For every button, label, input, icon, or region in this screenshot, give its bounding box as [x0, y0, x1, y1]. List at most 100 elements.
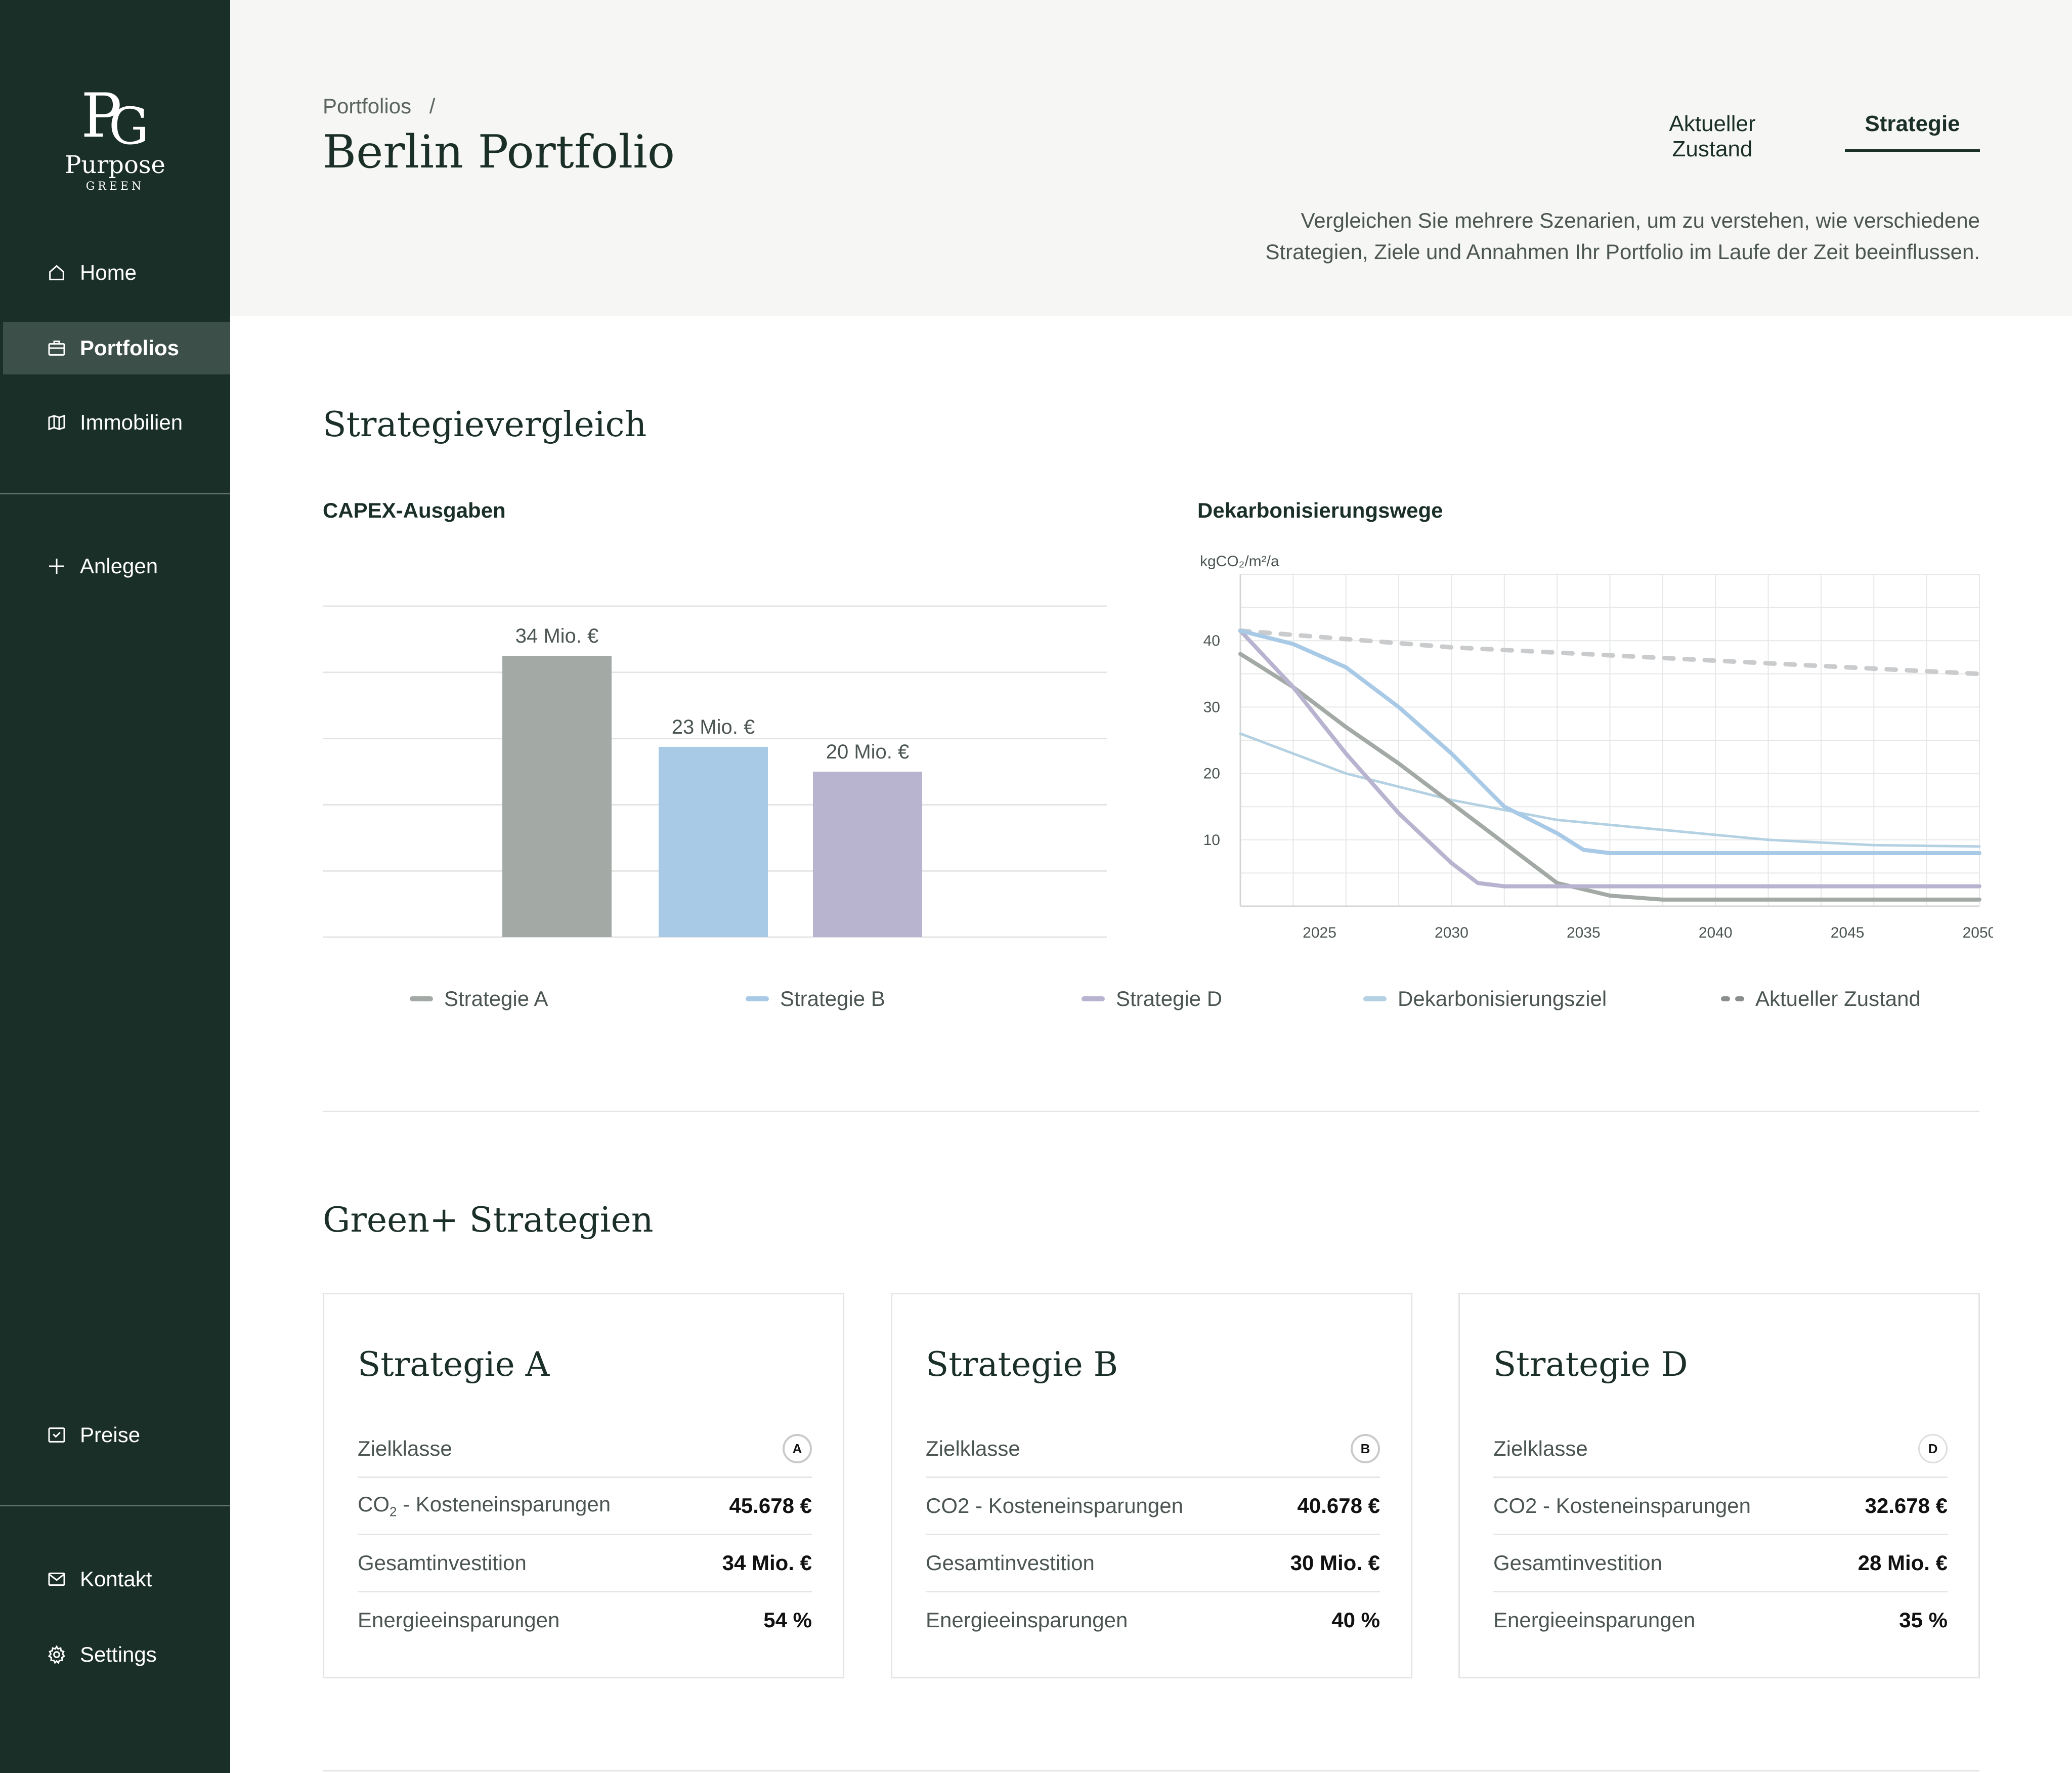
x-tick-label: 2050 — [1963, 924, 1993, 941]
zielklasse-badge: B — [1351, 1434, 1380, 1463]
sidebar-divider — [0, 1505, 230, 1506]
logo-subtitle: GREEN — [85, 180, 145, 193]
y-axis-title: kgCO₂/m²/a — [1200, 553, 1279, 570]
legend-label: Aktueller Zustand — [1755, 987, 1921, 1010]
row-zielklasse: Zielklasse A — [358, 1421, 812, 1476]
purpose-green-logo[interactable]: PG Purpose GREEN — [0, 86, 230, 193]
row-energieeinsparungen: Energieeinsparungen 35 % — [1493, 1592, 1948, 1648]
bar-strategie-d — [813, 772, 922, 937]
breadcrumb-link-portfolios[interactable]: Portfolios — [323, 94, 412, 118]
row-label: Energieeinsparungen — [358, 1608, 560, 1632]
row-co2-kosteneinsparungen: CO2 - Kosteneinsparungen 32.678 € — [1493, 1478, 1948, 1534]
gear-icon — [48, 1645, 66, 1664]
y-tick-label: 10 — [1203, 832, 1220, 849]
series-line-aktueller-zustand — [1238, 628, 1982, 677]
y-tick-label: 40 — [1203, 632, 1220, 649]
page-title: Berlin Portfolio — [323, 125, 675, 179]
legend-item-strategie-d: Strategie D — [1082, 987, 1222, 1011]
row-divider — [358, 1534, 812, 1535]
row-divider — [358, 1476, 812, 1478]
sidebar-item-home[interactable]: Home — [3, 246, 230, 299]
row-label: CO2 - Kosteneinsparungen — [1493, 1494, 1751, 1517]
legend-label: Strategie D — [1116, 987, 1223, 1010]
sidebar-item-anlegen[interactable]: Anlegen — [3, 540, 230, 593]
row-label: Zielklasse — [926, 1437, 1020, 1460]
zielklasse-badge: D — [1918, 1434, 1948, 1463]
page-description: Vergleichen Sie mehrere Szenarien, um zu… — [1265, 208, 1980, 264]
strategy-card-a[interactable]: Strategie A Zielklasse A CO2 - Kostenein… — [323, 1293, 844, 1678]
row-value: 35 % — [1899, 1608, 1948, 1632]
row-label: Zielklasse — [1493, 1437, 1588, 1460]
row-co2-kosteneinsparungen: CO2 - Kosteneinsparungen 45.678 € — [358, 1478, 812, 1534]
bar-data-label: 34 Mio. € — [515, 625, 599, 647]
x-tick-label: 2040 — [1699, 924, 1733, 941]
series-line-strategie-d — [1238, 628, 1981, 889]
row-label: Gesamtinvestition — [1493, 1551, 1662, 1575]
sidebar-item-preise[interactable]: Preise — [3, 1409, 230, 1461]
series-line-dekarbonisierungsziel — [1239, 732, 1981, 848]
row-value: 34 Mio. € — [722, 1551, 812, 1575]
legend-swatch — [410, 996, 433, 1001]
row-label: Energieeinsparungen — [926, 1608, 1128, 1632]
x-tick-label: 2025 — [1303, 924, 1336, 941]
co2-label-main: CO — [358, 1492, 390, 1516]
row-divider — [1493, 1476, 1948, 1478]
tab-strategie[interactable]: Strategie — [1845, 108, 1980, 152]
x-tick-label: 2030 — [1435, 924, 1469, 941]
sidebar-item-label: Preise — [80, 1423, 141, 1447]
bar-strategie-a — [502, 656, 612, 937]
tab-aktueller-zustand[interactable]: Aktueller Zustand — [1669, 111, 1756, 161]
logo-monogram-g: G — [108, 97, 149, 156]
section-divider — [323, 1111, 1979, 1112]
sidebar-item-label: Portfolios — [80, 336, 179, 360]
co2-label-rest: - Kosteneinsparungen — [397, 1492, 611, 1516]
legend-item-dekarbonisierungsziel: Dekarbonisierungsziel — [1363, 987, 1607, 1011]
chart-title-dekarbonisierung: Dekarbonisierungswege — [1197, 498, 1443, 522]
logo-monogram-p: P — [81, 81, 122, 151]
card-title: Strategie A — [358, 1345, 550, 1384]
plus-icon — [49, 559, 64, 574]
sidebar-item-portfolios[interactable]: Portfolios — [3, 322, 230, 374]
row-label: Gesamtinvestition — [926, 1551, 1095, 1575]
capex-bar-chart: 34 Mio. € 23 Mio. € 20 Mio. € — [323, 605, 1107, 938]
sidebar-item-kontakt[interactable]: Kontakt — [3, 1553, 230, 1606]
zielklasse-badge: A — [783, 1434, 812, 1463]
row-gesamtinvestition: Gesamtinvestition 30 Mio. € — [926, 1535, 1380, 1591]
legend-label: Strategie B — [780, 987, 885, 1010]
series-line-strategie-b — [1238, 628, 1981, 855]
sidebar-item-label: Settings — [80, 1642, 157, 1666]
legend-label: Strategie A — [444, 987, 548, 1010]
sidebar-item-label: Home — [80, 261, 137, 284]
strategy-card-b[interactable]: Strategie B Zielklasse B CO2 - Kostenein… — [891, 1293, 1412, 1678]
row-divider — [1493, 1591, 1948, 1592]
legend-swatch — [746, 996, 769, 1001]
row-label: Zielklasse — [358, 1437, 452, 1460]
briefcase-icon — [48, 341, 65, 356]
row-zielklasse: Zielklasse B — [926, 1421, 1380, 1476]
sidebar-divider — [0, 493, 230, 494]
bar-data-label: 20 Mio. € — [826, 741, 910, 763]
row-co2-kosteneinsparungen: CO2 - Kosteneinsparungen 40.678 € — [926, 1478, 1380, 1534]
legend-item-strategie-b: Strategie B — [746, 987, 885, 1011]
series-line-strategie-a — [1238, 652, 1981, 902]
breadcrumb: Portfolios / — [323, 94, 435, 118]
row-value: 32.678 € — [1865, 1494, 1948, 1517]
sidebar-item-settings[interactable]: Settings — [3, 1628, 230, 1681]
row-value: 45.678 € — [729, 1494, 812, 1517]
row-gesamtinvestition: Gesamtinvestition 28 Mio. € — [1493, 1535, 1948, 1591]
strategy-card-d[interactable]: Strategie D Zielklasse D CO2 - Kostenein… — [1458, 1293, 1980, 1678]
bar-strategie-b — [659, 746, 768, 937]
logo-wordmark: Purpose — [65, 151, 165, 179]
sidebar: PG Purpose GREEN Home Portfolios Immobil… — [0, 0, 230, 1773]
row-divider — [1493, 1534, 1948, 1535]
row-divider — [926, 1591, 1380, 1592]
legend-swatch — [1363, 996, 1387, 1001]
legend-item-strategie-a: Strategie A — [410, 987, 548, 1011]
sidebar-item-immobilien[interactable]: Immobilien — [3, 396, 230, 449]
x-tick-label: 2035 — [1567, 924, 1601, 941]
breadcrumb-separator: / — [429, 94, 436, 118]
mail-icon — [48, 1572, 65, 1586]
legend-swatch-dashed — [1721, 996, 1744, 1001]
legend-label: Dekarbonisierungsziel — [1398, 987, 1607, 1010]
